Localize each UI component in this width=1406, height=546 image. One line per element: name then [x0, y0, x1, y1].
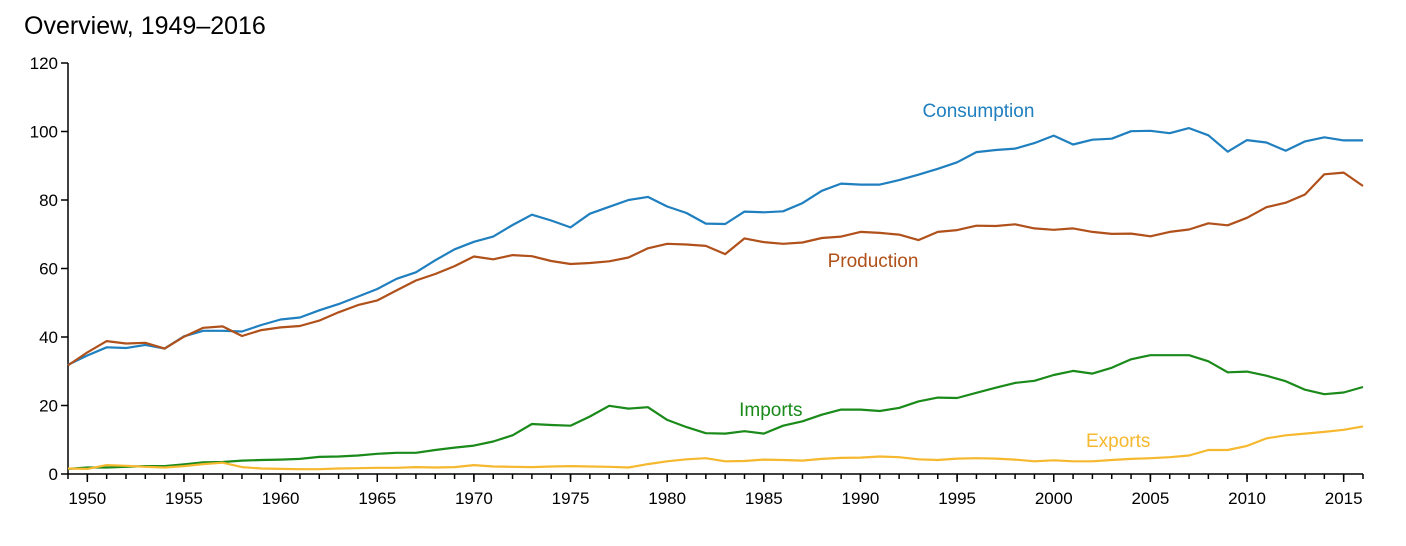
y-tick-label: 0	[49, 465, 58, 484]
x-tick-label: 1985	[745, 489, 783, 508]
x-tick-label: 2005	[1131, 489, 1169, 508]
series-line-production	[67, 171, 1364, 367]
x-tick-label: 1970	[455, 489, 493, 508]
x-tick-label: 1955	[165, 489, 203, 508]
series-line-imports	[67, 354, 1364, 470]
plot-area: 0 20 40 60 80 100 120 1950 1955 1960 1965 1970 1975 1…	[30, 54, 1364, 508]
chart-title: Overview, 1949–2016	[24, 12, 266, 40]
x-tick-label: 1990	[842, 489, 880, 508]
series-label-imports: Imports	[739, 400, 802, 421]
x-tick-label: 1980	[648, 489, 686, 508]
x-tick-label: 1965	[358, 489, 396, 508]
y-tick-label: 80	[39, 191, 58, 210]
series-label-consumption: Consumption	[922, 101, 1034, 122]
x-tick-label: 1950	[68, 489, 106, 508]
series-label-exports: Exports	[1086, 431, 1150, 452]
series-line-consumption	[67, 127, 1363, 366]
y-tick-label: 20	[39, 397, 58, 416]
x-tick-label: 2010	[1228, 489, 1266, 508]
y-tick-label: 120	[30, 54, 58, 73]
series-line-exports	[67, 425, 1364, 471]
x-tick-label: 1960	[262, 489, 300, 508]
y-tick-label: 40	[39, 328, 58, 347]
x-tick-label: 2000	[1035, 489, 1073, 508]
x-tick-label: 2015	[1325, 489, 1363, 508]
series-label-production: Production	[828, 251, 919, 272]
x-tick-label: 1995	[938, 489, 976, 508]
x-tick-label: 1975	[552, 489, 590, 508]
y-tick-label: 100	[30, 123, 58, 142]
y-tick-label: 60	[39, 260, 58, 279]
